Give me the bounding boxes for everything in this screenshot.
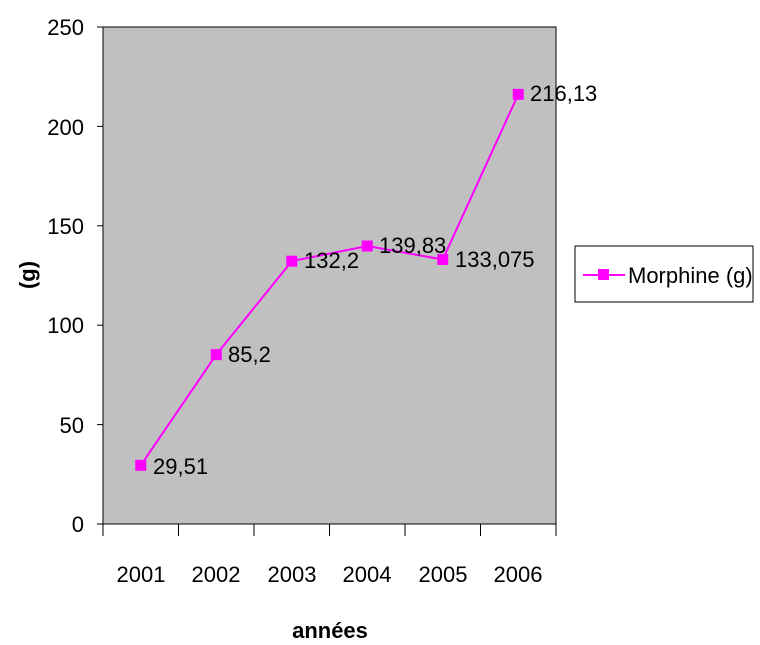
y-axis: 0 50 100 150 200 250 <box>47 15 103 537</box>
x-tick-label: 2002 <box>192 562 241 587</box>
data-point-marker <box>211 349 222 360</box>
y-tick-label: 50 <box>60 413 84 438</box>
y-tick-label: 200 <box>47 115 84 140</box>
x-axis-title: années <box>292 618 368 643</box>
x-tick-label: 2001 <box>117 562 166 587</box>
data-label: 85,2 <box>228 342 271 367</box>
data-label: 132,2 <box>304 248 359 273</box>
x-tick-label: 2004 <box>343 562 392 587</box>
legend-label: Morphine (g) <box>628 263 753 288</box>
data-point-marker <box>286 256 297 267</box>
legend: Morphine (g) <box>575 246 753 302</box>
x-tick-label: 2006 <box>494 562 543 587</box>
data-point-marker <box>513 89 524 100</box>
x-tick-marks <box>103 524 556 536</box>
data-point-marker <box>362 241 373 252</box>
x-tick-label: 2005 <box>419 562 468 587</box>
data-label: 216,13 <box>530 81 597 106</box>
y-tick-label: 250 <box>47 15 84 40</box>
legend-marker <box>598 269 609 280</box>
y-tick-label: 150 <box>47 214 84 239</box>
y-axis-title: (g) <box>15 261 40 289</box>
data-label: 133,075 <box>455 247 535 272</box>
plot-area <box>103 27 556 524</box>
data-label: 139,83 <box>379 233 446 258</box>
x-tick-label: 2003 <box>268 562 317 587</box>
y-tick-label: 0 <box>72 512 84 537</box>
data-label: 29,51 <box>153 454 208 479</box>
y-tick-label: 100 <box>47 313 84 338</box>
y-tick-marks <box>97 27 103 524</box>
x-axis: 2001 2002 2003 2004 2005 2006 <box>103 524 556 587</box>
data-point-marker <box>135 460 146 471</box>
